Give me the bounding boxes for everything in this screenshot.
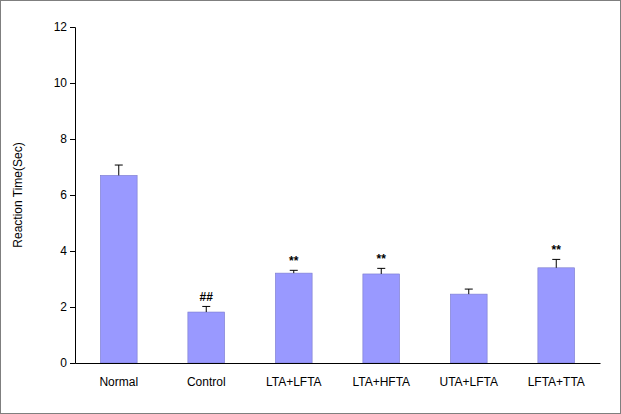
x-tick: LTA+HFTA [352,375,410,389]
error-bar [202,306,210,312]
annotation: ** [377,252,387,266]
error-stem [381,268,382,274]
y-tick-mark [70,195,75,196]
annotation: ## [200,290,214,304]
bar [538,268,575,363]
error-stem [468,289,469,294]
y-axis: 0 2 4 6 8 10 12 [54,20,76,370]
y-tick-label: 8 [60,132,67,146]
error-bar [377,268,385,274]
x-tick: UTA+LFTA [439,375,498,389]
y-tick-label: 2 [60,300,67,314]
y-tick-label: 12 [54,20,68,34]
annotation: ** [552,243,562,257]
error-stem [556,259,557,267]
error-cap [115,165,123,166]
error-stem [206,306,207,312]
bar [275,273,312,363]
y-tick: 10 [54,76,75,90]
chart: 0 2 4 6 8 10 12 Normal Control LTA+LFTA LTA+HFTA UT… [0,0,621,414]
y-tick-label: 4 [60,244,67,258]
y-tick: 0 [60,356,75,370]
error-cap [290,270,298,271]
y-tick-mark [70,251,75,252]
y-axis-line [70,28,76,364]
error-bar [465,289,473,294]
y-axis-title: Reaction Time(Sec) [11,142,25,247]
annotation: ** [289,254,299,268]
x-tick-label: UTA+LFTA [439,375,498,389]
x-tick-label: LFTA+TTA [528,375,585,389]
bar [450,294,487,363]
y-tick: 6 [60,188,75,202]
x-tick: LTA+LFTA [266,375,322,389]
error-cap [202,306,210,307]
x-tick: Normal [99,375,138,389]
y-tick-mark [70,27,75,28]
y-tick: 4 [60,244,75,258]
bar [363,274,400,363]
y-tick-mark [70,363,75,364]
chart-border [1,1,621,414]
error-cap [377,268,385,269]
y-tick-label: 6 [60,188,67,202]
y-tick-mark [70,307,75,308]
error-cap [465,289,473,290]
x-axis-line [76,363,601,364]
y-tick: 2 [60,300,75,314]
y-tick-label: 0 [60,356,67,370]
marks [100,165,574,363]
error-stem [118,165,119,175]
y-tick: 8 [60,132,75,146]
y-tick-mark [70,83,75,84]
bar [188,312,225,363]
bar [100,175,137,363]
x-tick-label: Normal [99,375,138,389]
y-tick-mark [70,139,75,140]
plot: 0 2 4 6 8 10 12 Normal Control LTA+LFTA LTA+HFTA UT… [54,20,601,388]
x-tick-label: LTA+HFTA [352,375,410,389]
x-tick: LFTA+TTA [528,375,585,389]
annotations: ## ** ** ** [200,243,562,304]
error-bar [115,165,123,175]
x-tick: Control [187,375,226,389]
error-bar [290,270,298,273]
y-tick-label: 10 [54,76,68,90]
error-cap [552,259,560,260]
x-axis: Normal Control LTA+LFTA LTA+HFTA UTA+LFTA LFT… [76,364,601,389]
x-tick-label: Control [187,375,226,389]
error-bar [552,259,560,267]
y-tick: 12 [54,20,75,34]
x-tick-label: LTA+LFTA [266,375,322,389]
